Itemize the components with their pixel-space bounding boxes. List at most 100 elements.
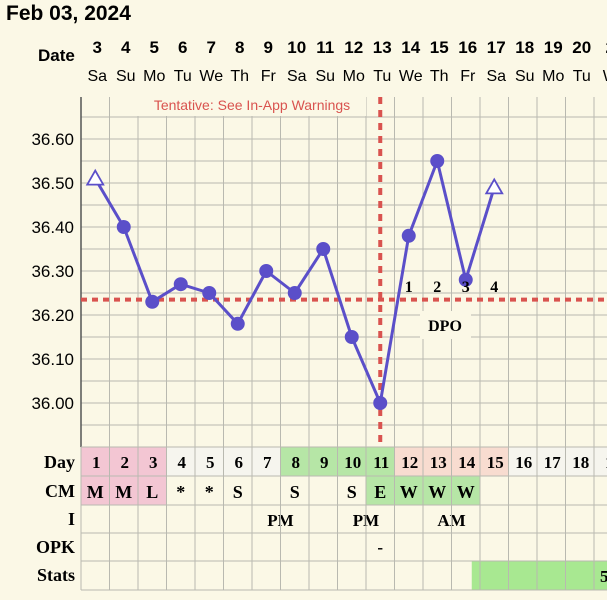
temperature-point [173, 277, 188, 292]
cm-cell [166, 476, 195, 505]
stats-highlight [471, 561, 607, 590]
cycle-day-number: 9 [320, 453, 329, 472]
day-cell [309, 447, 338, 476]
cm-cell [366, 476, 395, 505]
cm-value: W [428, 482, 446, 502]
cycle-day-number: 2 [121, 453, 130, 472]
temperature-point [116, 220, 131, 234]
date-number: 10 [287, 38, 306, 57]
cycle-day-number: 1 [92, 453, 101, 472]
weekday-label: Su [116, 68, 136, 85]
temperature-point-open [85, 168, 105, 186]
date-number: 14 [401, 38, 420, 57]
temperature-point [401, 228, 416, 243]
weekday-label: We [399, 68, 423, 85]
date-number: 17 [487, 38, 506, 57]
date-number: 3 [93, 38, 102, 57]
dpo-label-bg [420, 311, 471, 339]
cm-cell [594, 476, 607, 505]
day-cell [366, 447, 395, 476]
temperature-point-open [484, 177, 504, 195]
cm-cell [451, 476, 480, 505]
cycle-day-number: 6 [235, 453, 244, 472]
day-cell [508, 447, 537, 476]
cycle-day-number: 17 [544, 453, 562, 472]
cycle-day-number: 7 [263, 453, 272, 472]
cycle-table: 1234567891011121314151617181MML**SSSEWWW… [80, 446, 607, 591]
dpo-label: DPO [428, 318, 462, 335]
date-number: 13 [373, 38, 392, 57]
weekday-label: Th [230, 68, 249, 85]
cycle-day-number: 1 [605, 453, 607, 472]
cm-value: S [290, 482, 300, 502]
cycle-day-number: 18 [572, 453, 589, 472]
cycle-day-number: 15 [487, 453, 504, 472]
date-number: 18 [515, 38, 534, 57]
cm-value: S [347, 482, 357, 502]
y-tick-label: 36.50 [31, 174, 74, 193]
day-row-label: Day [44, 452, 75, 472]
weekday-label: Sa [486, 68, 506, 85]
cm-value: W [457, 482, 475, 502]
day-cell [594, 447, 607, 476]
dpo-number: 3 [462, 279, 470, 296]
weekday-label: Su [315, 68, 335, 85]
day-cell [81, 447, 110, 476]
temperature-point [287, 286, 302, 300]
cm-value: * [205, 482, 214, 502]
temperature-point [373, 396, 388, 410]
date-number: 5 [150, 38, 159, 57]
cm-value: M [115, 482, 132, 502]
day-cell [166, 447, 195, 476]
temperature-grid [80, 97, 607, 448]
temperature-point [344, 330, 359, 344]
cycle-day-number: 5 [206, 453, 215, 472]
date-number: 20 [572, 38, 591, 57]
weekday-label: Tu [373, 68, 391, 85]
cycle-day-number: 10 [344, 453, 361, 472]
dpo-number: 4 [490, 279, 498, 296]
cm-cell [508, 476, 537, 505]
day-cell [109, 447, 138, 476]
opk-row-label: OPK [36, 537, 75, 557]
date-row-label: Date [38, 46, 75, 65]
i-row-label: I [68, 509, 75, 529]
weekday-label: Mo [143, 68, 165, 85]
opk-value: - [377, 538, 383, 557]
cm-cell [423, 476, 452, 505]
day-cell [280, 447, 309, 476]
cm-cell [195, 476, 224, 505]
weekday-label: Su [515, 68, 535, 85]
y-tick-label: 36.30 [31, 262, 74, 281]
date-number: 12 [344, 38, 363, 57]
day-cell [394, 447, 423, 476]
weekday-label: Tu [573, 68, 591, 85]
date-number: 9 [264, 38, 273, 57]
warning-bg [136, 94, 366, 116]
cycle-day-number: 11 [373, 453, 389, 472]
cycle-day-number: 12 [401, 453, 418, 472]
tentative-warning: Tentative: See In-App Warnings [154, 97, 350, 113]
day-cell [451, 447, 480, 476]
day-cell [423, 447, 452, 476]
cm-cell [280, 476, 309, 505]
cycle-day-number: 3 [149, 453, 158, 472]
y-tick-label: 36.10 [31, 350, 74, 369]
cycle-day-number: 13 [430, 453, 447, 472]
day-cell [480, 447, 509, 476]
cycle-day-number: 16 [515, 453, 532, 472]
y-tick-label: 36.60 [31, 130, 74, 149]
weekday-label: Tu [174, 68, 192, 85]
temperature-point [202, 286, 217, 300]
date-number: 4 [121, 38, 131, 57]
weekday-label: Sa [287, 68, 307, 85]
coverline-layer [81, 97, 607, 447]
cm-cell [337, 476, 366, 505]
y-tick-label: 36.40 [31, 218, 74, 237]
cycle-day-number: 8 [292, 453, 301, 472]
date-number: 11 [316, 38, 334, 57]
cm-value: S [233, 482, 243, 502]
day-cell [537, 447, 566, 476]
date-number: 2 [606, 38, 607, 57]
